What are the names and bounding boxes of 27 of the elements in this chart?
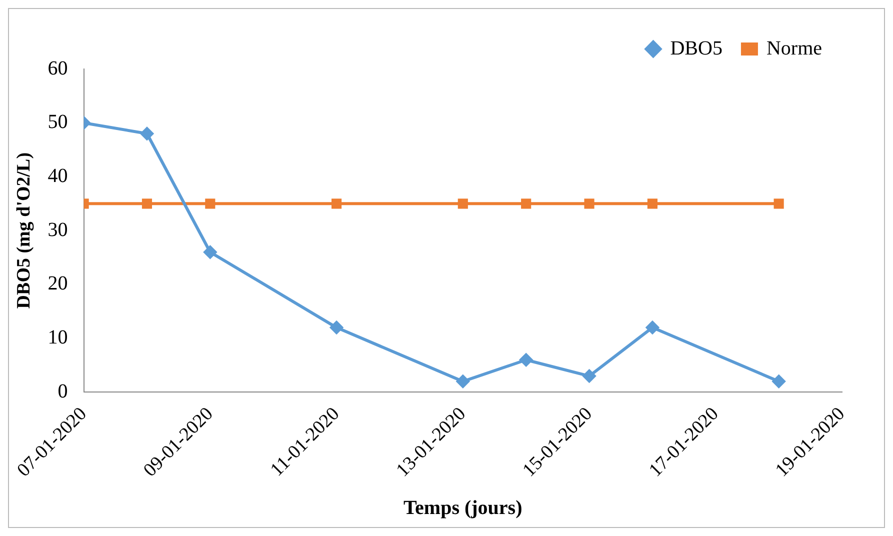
point [582,370,596,383]
point [772,374,786,388]
point [332,198,342,209]
y-tick-label: 60 [48,57,68,80]
y-tick-label: 50 [48,111,68,134]
y-tick-label: 0 [58,380,68,402]
point [142,198,152,209]
y-tick-label: 30 [48,218,68,241]
point [520,353,533,366]
y-tick-label: 40 [48,164,68,187]
point [646,321,659,334]
point [458,198,468,209]
legend-label: Norme [766,37,822,60]
point [330,321,344,334]
point [584,198,594,209]
point [456,374,470,388]
point [647,198,658,209]
point [140,127,154,140]
point [774,198,784,209]
point [205,198,216,209]
point [204,246,217,259]
point [521,198,532,209]
legend-label: DBO5 [670,37,722,60]
y-axis-title: DBO5 (mg d'O2/L) [13,152,34,309]
x-axis-title: Temps (jours) [404,497,522,520]
y-tick-label: 10 [48,326,68,349]
y-tick-label: 20 [48,272,68,295]
